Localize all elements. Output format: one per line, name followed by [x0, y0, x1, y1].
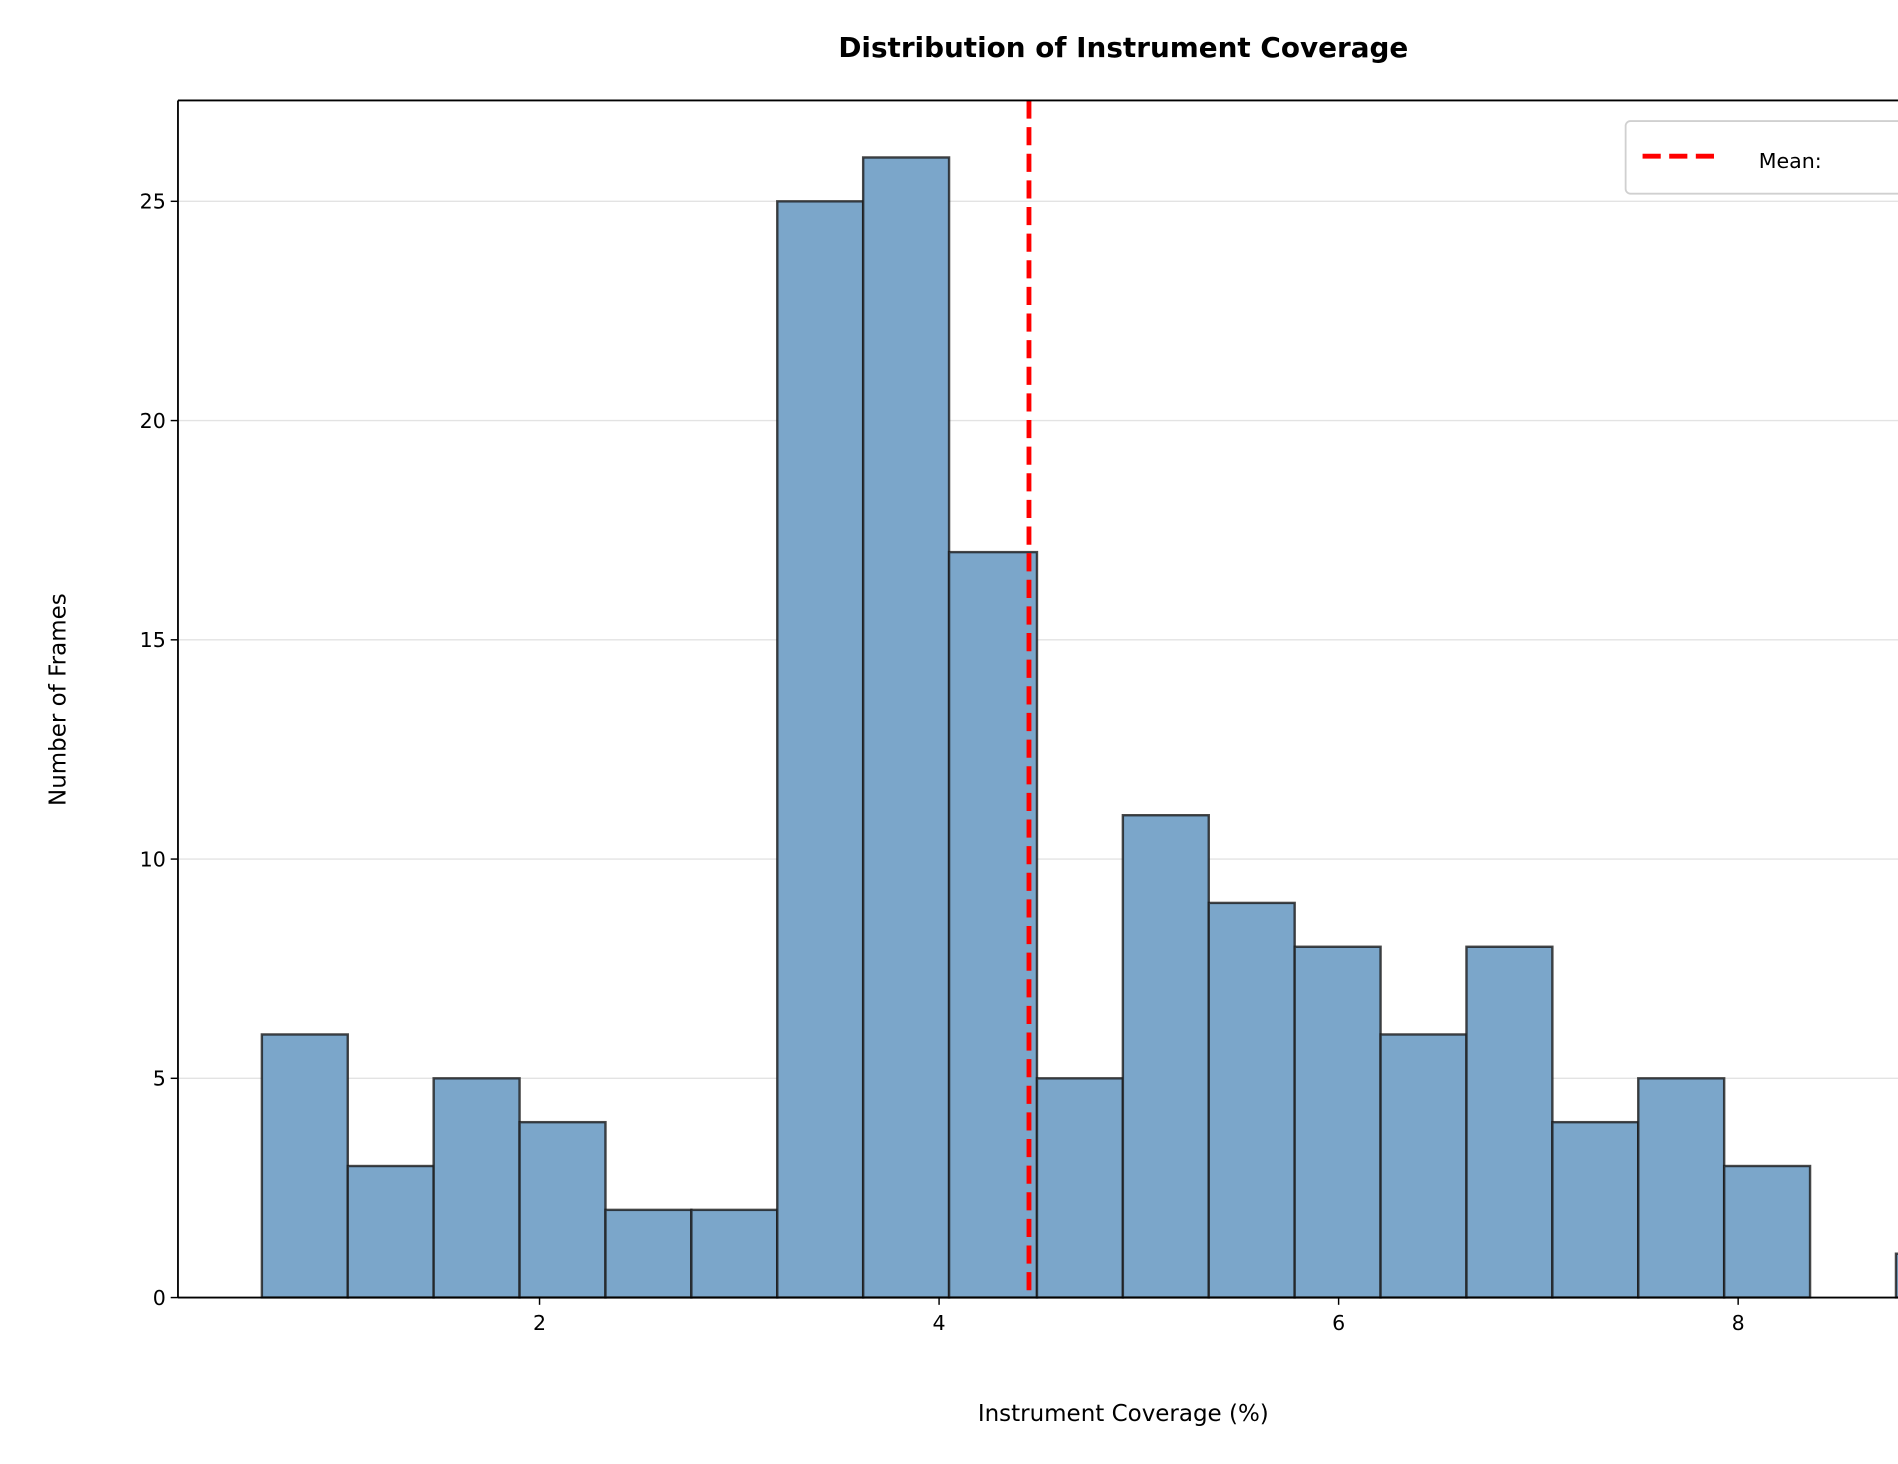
- x-tick-label: 6: [1332, 1311, 1345, 1335]
- legend-box: [1624, 120, 1898, 195]
- y-tick-label: 20: [140, 409, 166, 433]
- bars: [260, 100, 1898, 1299]
- y-tick-label: 15: [140, 628, 166, 652]
- y-tick-label: 5: [153, 1067, 166, 1091]
- chart-title: Distribution of Instrument Coverage: [838, 31, 1408, 64]
- x-tick-label: 8: [1732, 1311, 1745, 1335]
- axes: 0 5 10 15 20 25 2 4 6 8 Mean:: [140, 99, 1898, 1335]
- bar: [518, 1120, 607, 1299]
- x-axis-label: Instrument Coverage (%): [978, 1401, 1269, 1427]
- bar: [1637, 1077, 1726, 1299]
- bar: [1035, 1077, 1125, 1299]
- legend-label: Mean:: [1759, 149, 1822, 173]
- bar: [1207, 901, 1296, 1299]
- bar: [604, 1208, 693, 1299]
- bar: [260, 1033, 349, 1299]
- bar: [1293, 945, 1382, 1299]
- bar: [690, 1208, 779, 1299]
- bar: [1894, 1252, 1898, 1299]
- bar: [1121, 814, 1210, 1299]
- bar: [1379, 1033, 1468, 1299]
- y-tick-label: 25: [140, 190, 166, 214]
- bar: [432, 1077, 521, 1299]
- bar: [346, 1164, 435, 1299]
- bar: [776, 200, 865, 1299]
- y-axis-label: Number of Frames: [45, 593, 71, 806]
- bar: [1465, 945, 1554, 1299]
- bar: [861, 156, 951, 1299]
- bar: [1722, 1164, 1812, 1299]
- legend: Mean:: [1624, 120, 1898, 195]
- bar: [1551, 1120, 1640, 1299]
- y-tick-label: 10: [140, 847, 166, 871]
- x-tick-label: 2: [533, 1311, 546, 1335]
- y-tick-label: 0: [153, 1286, 166, 1310]
- bar: [947, 550, 1039, 1299]
- x-tick-label: 4: [933, 1311, 946, 1335]
